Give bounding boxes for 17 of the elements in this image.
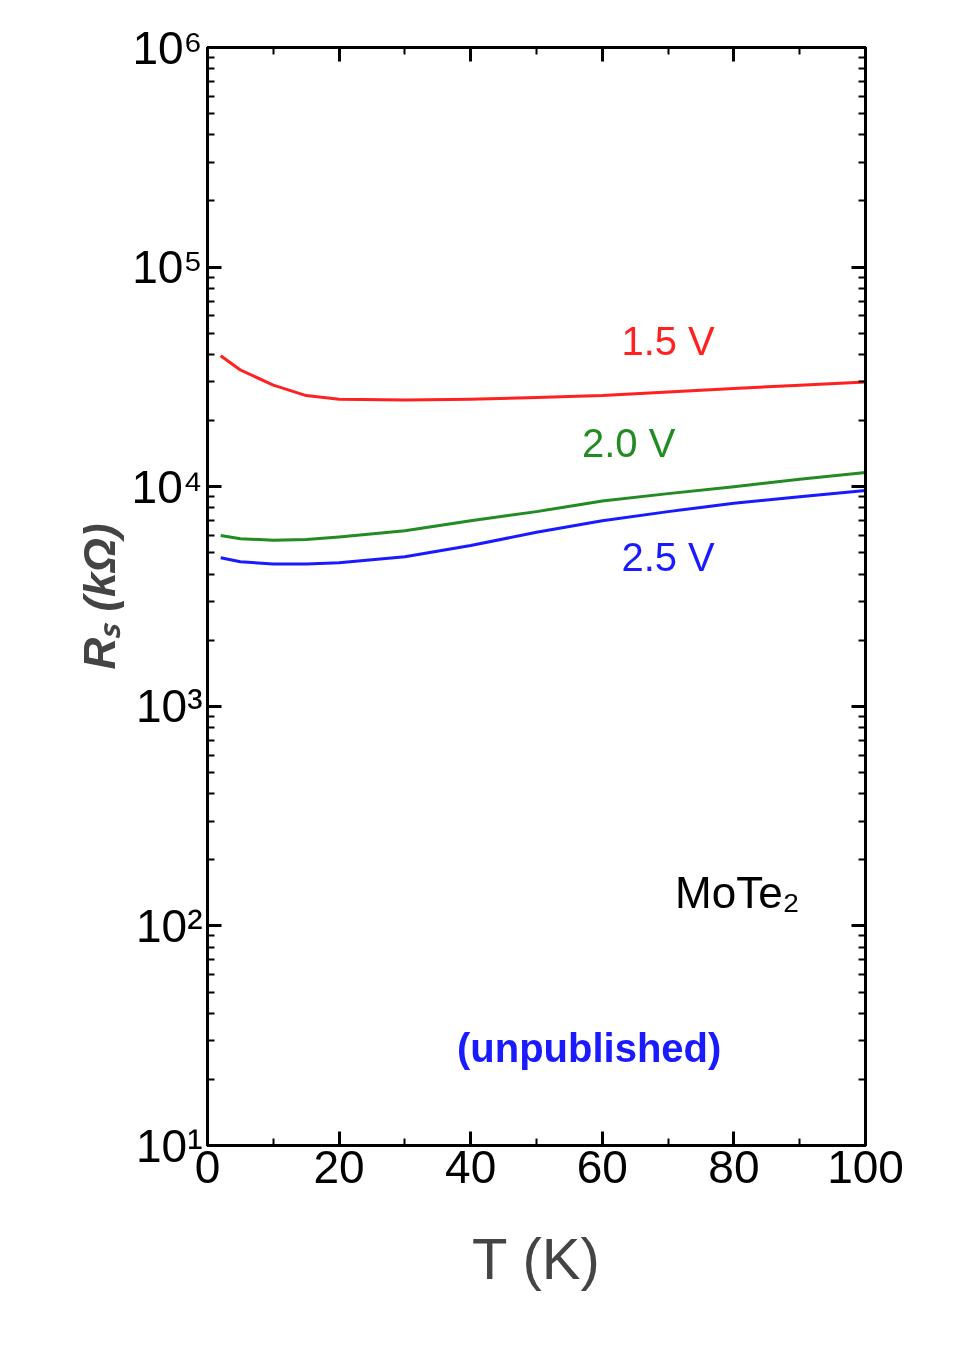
series-label: 2.5 V: [621, 535, 716, 580]
x-tick-label: 100: [827, 1140, 904, 1193]
annotation: (unpublished): [456, 1026, 722, 1071]
y-tick-label: 10⁴: [131, 460, 203, 513]
x-tick-label: 60: [576, 1140, 628, 1193]
annotation: MoTe₂: [675, 867, 800, 917]
x-tick-label: 20: [313, 1140, 365, 1193]
y-tick-label: 10²: [136, 899, 203, 952]
series-label: 1.5 V: [621, 319, 716, 364]
y-axis-title: Rₛ (kΩ): [74, 523, 124, 670]
x-axis-title: T (K): [472, 1225, 600, 1291]
y-tick-label: 10⁶: [132, 21, 203, 74]
x-tick-label: 40: [445, 1140, 497, 1193]
series-label: 2.0 V: [581, 421, 676, 465]
x-tick-label: 80: [708, 1140, 760, 1193]
y-tick-label: 10³: [136, 680, 203, 733]
y-tick-label: 10⁵: [132, 241, 203, 294]
